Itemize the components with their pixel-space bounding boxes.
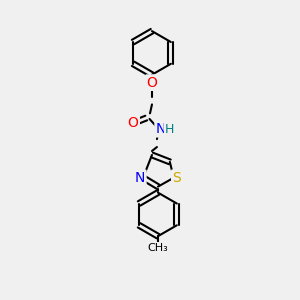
Text: H: H bbox=[165, 123, 175, 136]
Text: O: O bbox=[146, 76, 158, 90]
Text: N: N bbox=[156, 122, 166, 136]
Text: S: S bbox=[172, 171, 181, 185]
Text: N: N bbox=[135, 171, 145, 185]
Text: O: O bbox=[128, 116, 139, 130]
Text: CH₃: CH₃ bbox=[148, 243, 168, 253]
